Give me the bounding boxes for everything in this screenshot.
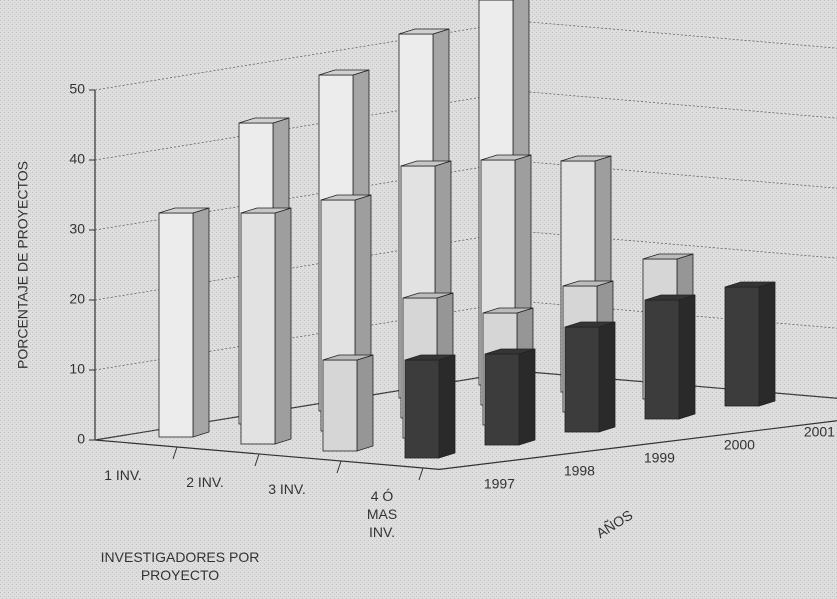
bar [240, 207, 292, 445]
bar-front [404, 359, 440, 459]
bar-side [598, 321, 616, 433]
bar-top [398, 28, 450, 35]
x-tick [254, 453, 260, 467]
bar-top [642, 253, 694, 260]
bar-front [484, 353, 520, 446]
depth-tick-label: 1999 [644, 450, 675, 466]
bar-front [724, 286, 760, 407]
bar-top [482, 307, 534, 314]
bar-side [356, 354, 374, 452]
x-tick [336, 460, 342, 474]
bar-top [402, 292, 454, 299]
bar [644, 294, 696, 420]
bar-front [322, 359, 358, 452]
bar-side [438, 354, 456, 459]
x-tick-label: 3 INV. [268, 480, 306, 497]
bar [158, 207, 210, 438]
bar-top [644, 294, 696, 301]
bar-top [724, 281, 776, 288]
bar-top [318, 69, 370, 76]
y-tick-label: 10 [69, 361, 85, 377]
floor [94, 370, 837, 471]
bar [404, 354, 456, 459]
x-tick-label: 2 INV. [186, 473, 224, 490]
y-axis-title: PORCENTAJE DE PROYECTOS [15, 161, 31, 369]
bar-top [560, 155, 612, 162]
bar-side [274, 207, 292, 445]
y-tick-label: 0 [77, 431, 85, 447]
x-tick [418, 467, 424, 481]
bar-front [158, 212, 194, 438]
y-tick-label: 30 [69, 221, 85, 237]
bar [724, 281, 776, 407]
y-tick-label: 40 [69, 151, 85, 167]
bar-top [480, 154, 532, 161]
bar-top [158, 207, 210, 214]
y-tick-label: 50 [69, 81, 85, 97]
bar-top [484, 348, 536, 355]
x-axis-title: INVESTIGADORES POR PROYECTO [100, 549, 260, 583]
bar-side [678, 294, 696, 420]
bar [484, 348, 536, 446]
y-tick-label: 20 [69, 291, 85, 307]
bar-front [240, 212, 276, 445]
x-tick [172, 446, 178, 460]
depth-tick-label: 2001 [804, 424, 835, 440]
x-tick-label: 4 Ó MAS INV. [366, 487, 398, 540]
bar [564, 321, 616, 433]
depth-tick-label: 2000 [724, 437, 755, 453]
bar-side [758, 281, 776, 407]
bar-top [322, 354, 374, 361]
bar-top [404, 354, 456, 361]
bar [322, 354, 374, 452]
bar-side [518, 348, 536, 446]
bar-side [192, 207, 210, 438]
bar-top [562, 280, 614, 287]
bar-front [644, 299, 680, 420]
bar-top [240, 207, 292, 214]
depth-tick-label: 1997 [484, 476, 515, 492]
bar-top [238, 117, 290, 124]
bar-top [400, 160, 452, 167]
bar-top [320, 194, 372, 201]
depth-tick-label: 1998 [564, 463, 595, 479]
x-tick-label: 1 INV. [104, 466, 142, 483]
bar-top [564, 321, 616, 328]
bar-front [564, 326, 600, 433]
